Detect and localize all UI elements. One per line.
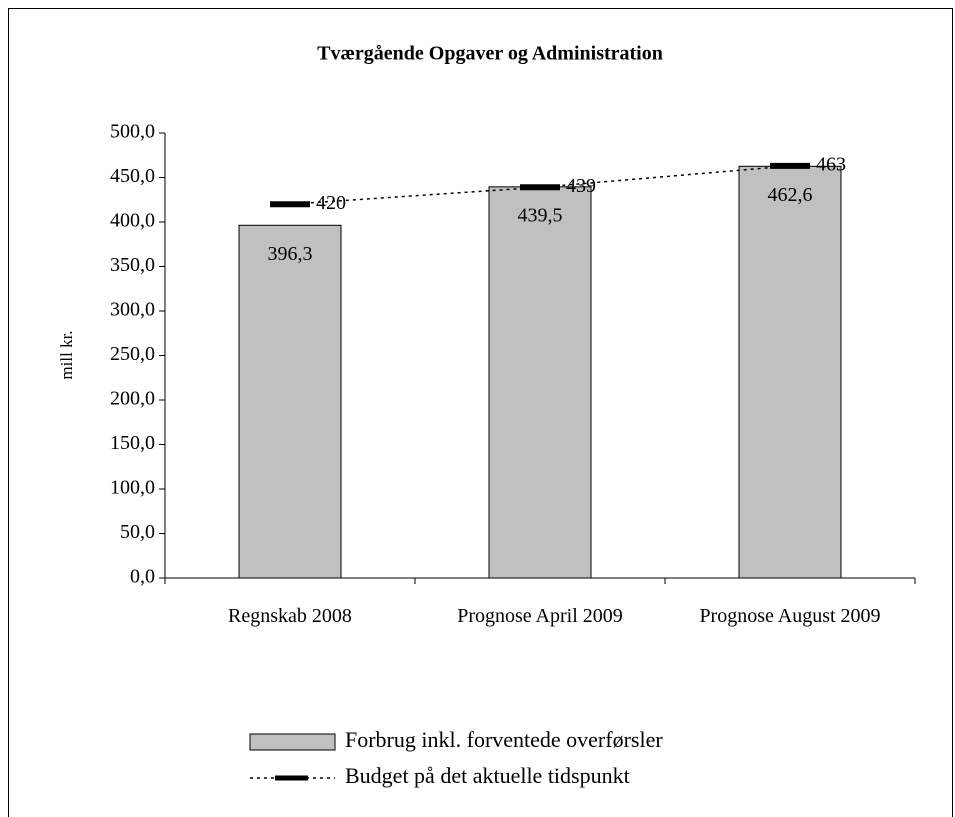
x-tick-label: Regnskab 2008 [228, 605, 352, 627]
y-tick-label: 350,0 [110, 254, 155, 276]
bar [238, 224, 342, 579]
y-tick-label: 250,0 [110, 343, 155, 365]
legend-label: Forbrug inkl. forventede overførsler [345, 727, 663, 752]
chart-frame [8, 8, 953, 817]
y-tick-label: 500,0 [110, 121, 155, 143]
y-tick-label: 400,0 [110, 210, 155, 232]
y-tick-label: 200,0 [110, 388, 155, 410]
budget-value-label: 463 [816, 154, 846, 176]
bar-value-label: 439,5 [518, 204, 563, 226]
y-tick-label: 100,0 [110, 477, 155, 499]
x-tick-label: Prognose August 2009 [699, 605, 881, 627]
budget-value-label: 439 [566, 175, 596, 197]
y-axis-label: mill kr. [57, 330, 76, 379]
budget-value-label: 420 [316, 192, 346, 214]
legend-swatch [249, 733, 336, 751]
bar-value-label: 396,3 [268, 243, 313, 265]
bar-value-label: 462,6 [768, 184, 813, 206]
y-tick-label: 300,0 [110, 299, 155, 321]
x-tick-label: Prognose April 2009 [457, 605, 623, 627]
chart-title: Tværgående Opgaver og Administration [317, 43, 663, 65]
bar [738, 165, 842, 579]
y-tick-label: 0,0 [130, 566, 155, 588]
legend-label: Budget på det aktuelle tidspunkt [345, 763, 630, 788]
y-tick-label: 50,0 [120, 521, 155, 543]
y-tick-label: 450,0 [110, 165, 155, 187]
y-tick-label: 150,0 [110, 432, 155, 454]
bar [488, 186, 592, 579]
